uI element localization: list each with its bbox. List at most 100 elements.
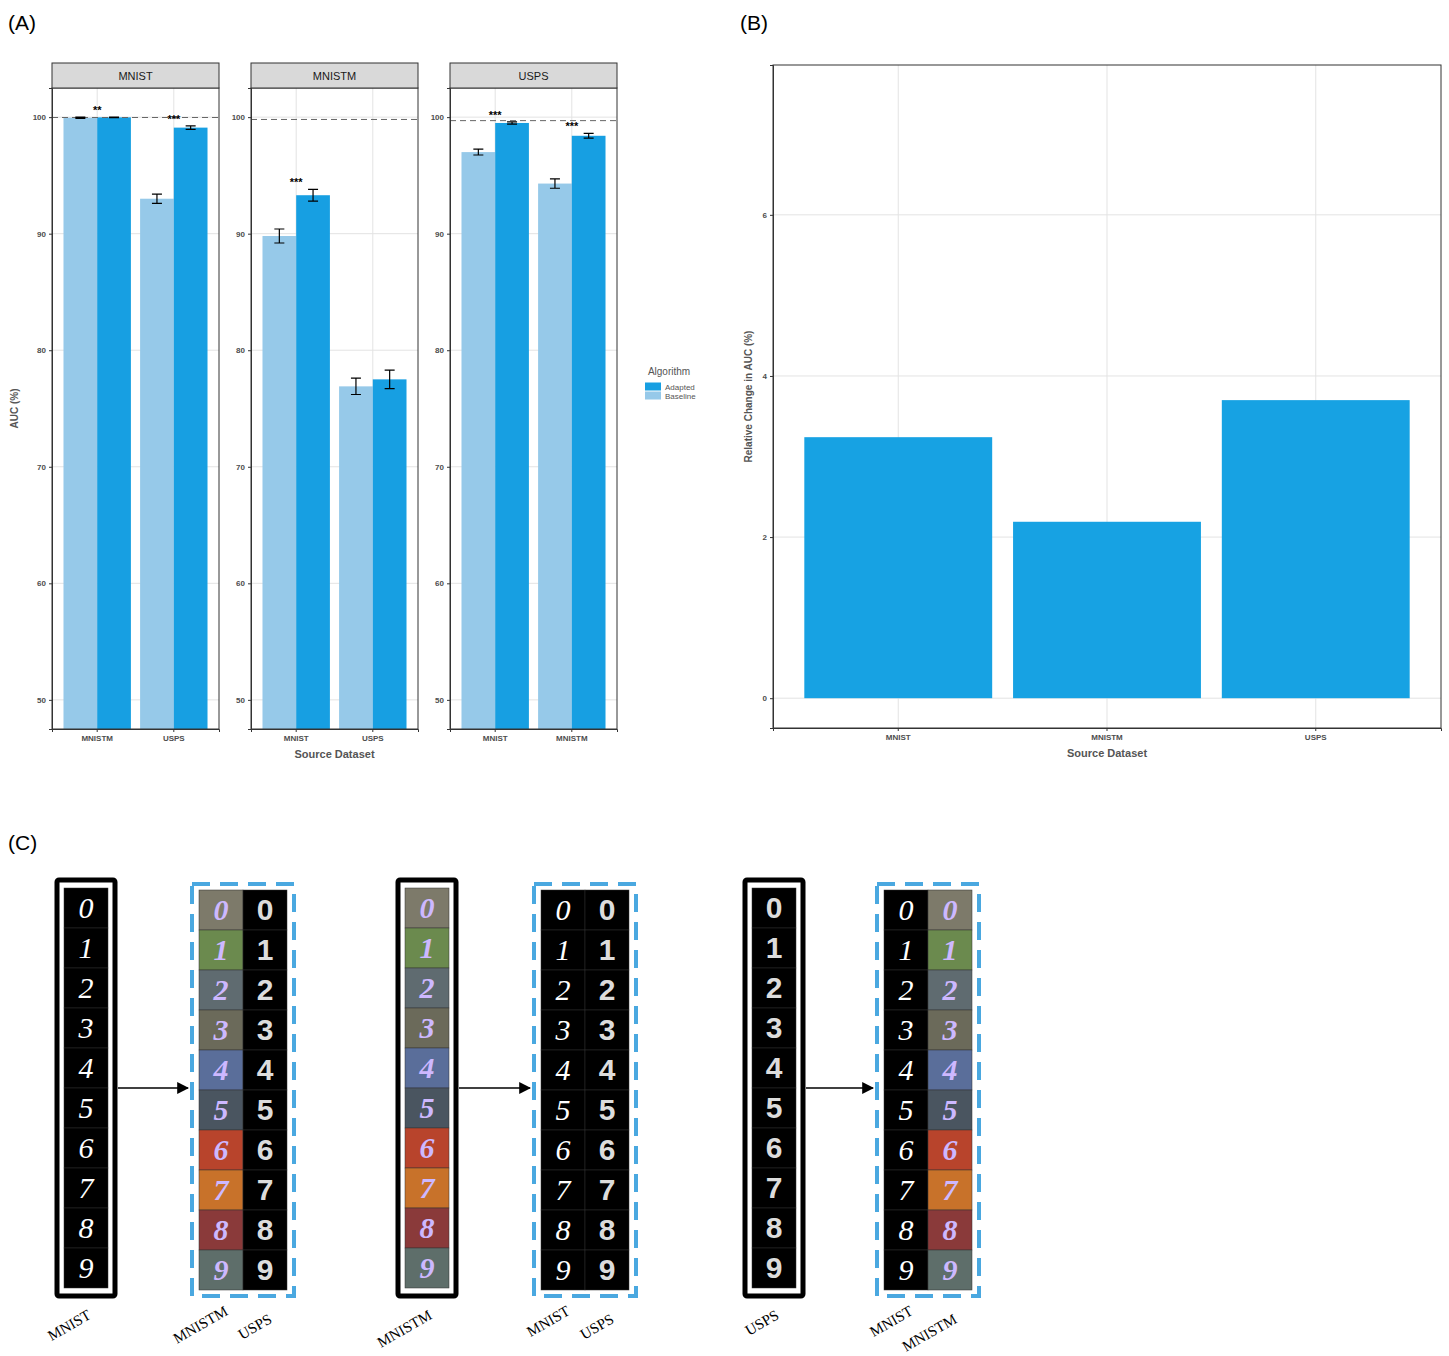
dataset-label: MNISTM — [900, 1311, 960, 1355]
tick: MNISTM — [556, 729, 588, 743]
digit-cell — [752, 1168, 796, 1208]
digit: 6 — [766, 1131, 783, 1164]
x-axis-title: Source Dataset — [1067, 747, 1147, 759]
tick-mark — [248, 350, 251, 351]
x-axis: MNISTMNISTMUSPS — [774, 728, 1442, 742]
digit: 8 — [943, 1213, 958, 1246]
digit: 4 — [942, 1053, 958, 1086]
digit-cell — [928, 970, 972, 1010]
tick-mark — [248, 583, 251, 584]
tick-label: 100 — [232, 113, 246, 122]
digit: 1 — [79, 931, 94, 964]
digit: 5 — [943, 1093, 958, 1126]
tick-mark — [571, 729, 572, 732]
digit: 1 — [420, 931, 435, 964]
digit-cell — [884, 890, 928, 930]
tick: 6 — [763, 211, 773, 220]
digit: 0 — [599, 893, 616, 926]
digit-cell — [405, 1128, 449, 1168]
digit: 9 — [943, 1253, 958, 1286]
tick-mark — [447, 350, 450, 351]
digit-cell — [585, 1010, 629, 1050]
digit-cell — [405, 1168, 449, 1208]
digit-cell — [541, 1210, 585, 1250]
digit: 1 — [599, 933, 616, 966]
tick-label: 80 — [37, 346, 46, 355]
digit: 3 — [555, 1013, 571, 1046]
axis-line — [770, 66, 774, 729]
digit: 3 — [942, 1013, 958, 1046]
source-box — [57, 880, 115, 1296]
plot-border — [450, 88, 617, 729]
tick-label: 0 — [763, 694, 768, 703]
digit-cell — [884, 970, 928, 1010]
digit-cell — [243, 930, 287, 970]
digit-cell — [243, 1010, 287, 1050]
digit-cell — [752, 888, 796, 928]
figure: (A)(B)(C)MNIST5060708090100MNISTMUSPS***… — [0, 0, 1449, 1356]
digit-cell — [752, 968, 796, 1008]
tick: 50 — [435, 696, 450, 705]
digit: 7 — [79, 1171, 96, 1204]
digit-cell — [752, 1088, 796, 1128]
digit-cell — [928, 1010, 972, 1050]
tick: 4 — [763, 372, 773, 381]
tick: 90 — [37, 230, 52, 239]
tick-mark — [447, 117, 450, 118]
digit-cell — [585, 1170, 629, 1210]
digit-cell — [585, 970, 629, 1010]
digit: 1 — [214, 933, 229, 966]
digit: 9 — [556, 1253, 571, 1286]
dataset-label: MNIST — [45, 1307, 93, 1344]
digit-cell — [243, 1050, 287, 1090]
digit: 3 — [599, 1013, 616, 1046]
y-axis-title: AUC (%) — [9, 389, 20, 429]
tick-mark — [770, 537, 773, 538]
digit-cell — [585, 890, 629, 930]
chart-panel: 0246MNISTMNISTMUSPSSource DatasetRelativ… — [743, 65, 1442, 759]
digit: 0 — [79, 891, 94, 924]
tick-label: 90 — [236, 230, 245, 239]
digit: 0 — [943, 893, 958, 926]
digit-cell — [884, 1010, 928, 1050]
digit-cell — [928, 1210, 972, 1250]
error-bar — [75, 117, 85, 118]
digit-cell — [752, 1208, 796, 1248]
digit: 8 — [556, 1213, 571, 1246]
digit-cell — [752, 928, 796, 968]
tick: MNISTM — [1091, 728, 1123, 742]
tick-label: 4 — [763, 372, 768, 381]
digit-cell — [405, 968, 449, 1008]
digit: 6 — [899, 1133, 914, 1166]
digit: 8 — [257, 1213, 274, 1246]
tick-label: 60 — [435, 579, 444, 588]
axis-line — [774, 729, 1442, 732]
tick-label: 70 — [37, 463, 46, 472]
tick-mark — [372, 729, 373, 732]
tick-label: MNISTM — [556, 734, 588, 743]
tick: 60 — [236, 579, 251, 588]
example-group: 012345678901234567890123456789USPSMNISTM… — [742, 880, 979, 1355]
tick: USPS — [362, 729, 384, 743]
error-bar — [385, 370, 395, 389]
tick: 0 — [763, 694, 773, 703]
digit: 0 — [899, 893, 914, 926]
digit-cell — [752, 1048, 796, 1088]
legend-title: Algorithm — [648, 366, 690, 377]
digit-cell — [64, 888, 108, 928]
error-bar — [550, 179, 560, 188]
digit-cell — [199, 1130, 243, 1170]
axis-line — [248, 89, 252, 730]
digit-cell — [64, 1088, 108, 1128]
significance-label: *** — [167, 113, 181, 125]
tick: MNIST — [483, 729, 508, 743]
digit: 3 — [766, 1011, 783, 1044]
bar — [373, 379, 407, 729]
digit: 0 — [257, 893, 274, 926]
digit-cell — [585, 1050, 629, 1090]
digit-cell — [928, 1130, 972, 1170]
significance-label: *** — [565, 120, 579, 132]
digit-cell — [884, 1130, 928, 1170]
digit-cell — [405, 928, 449, 968]
tick-label: 90 — [435, 230, 444, 239]
